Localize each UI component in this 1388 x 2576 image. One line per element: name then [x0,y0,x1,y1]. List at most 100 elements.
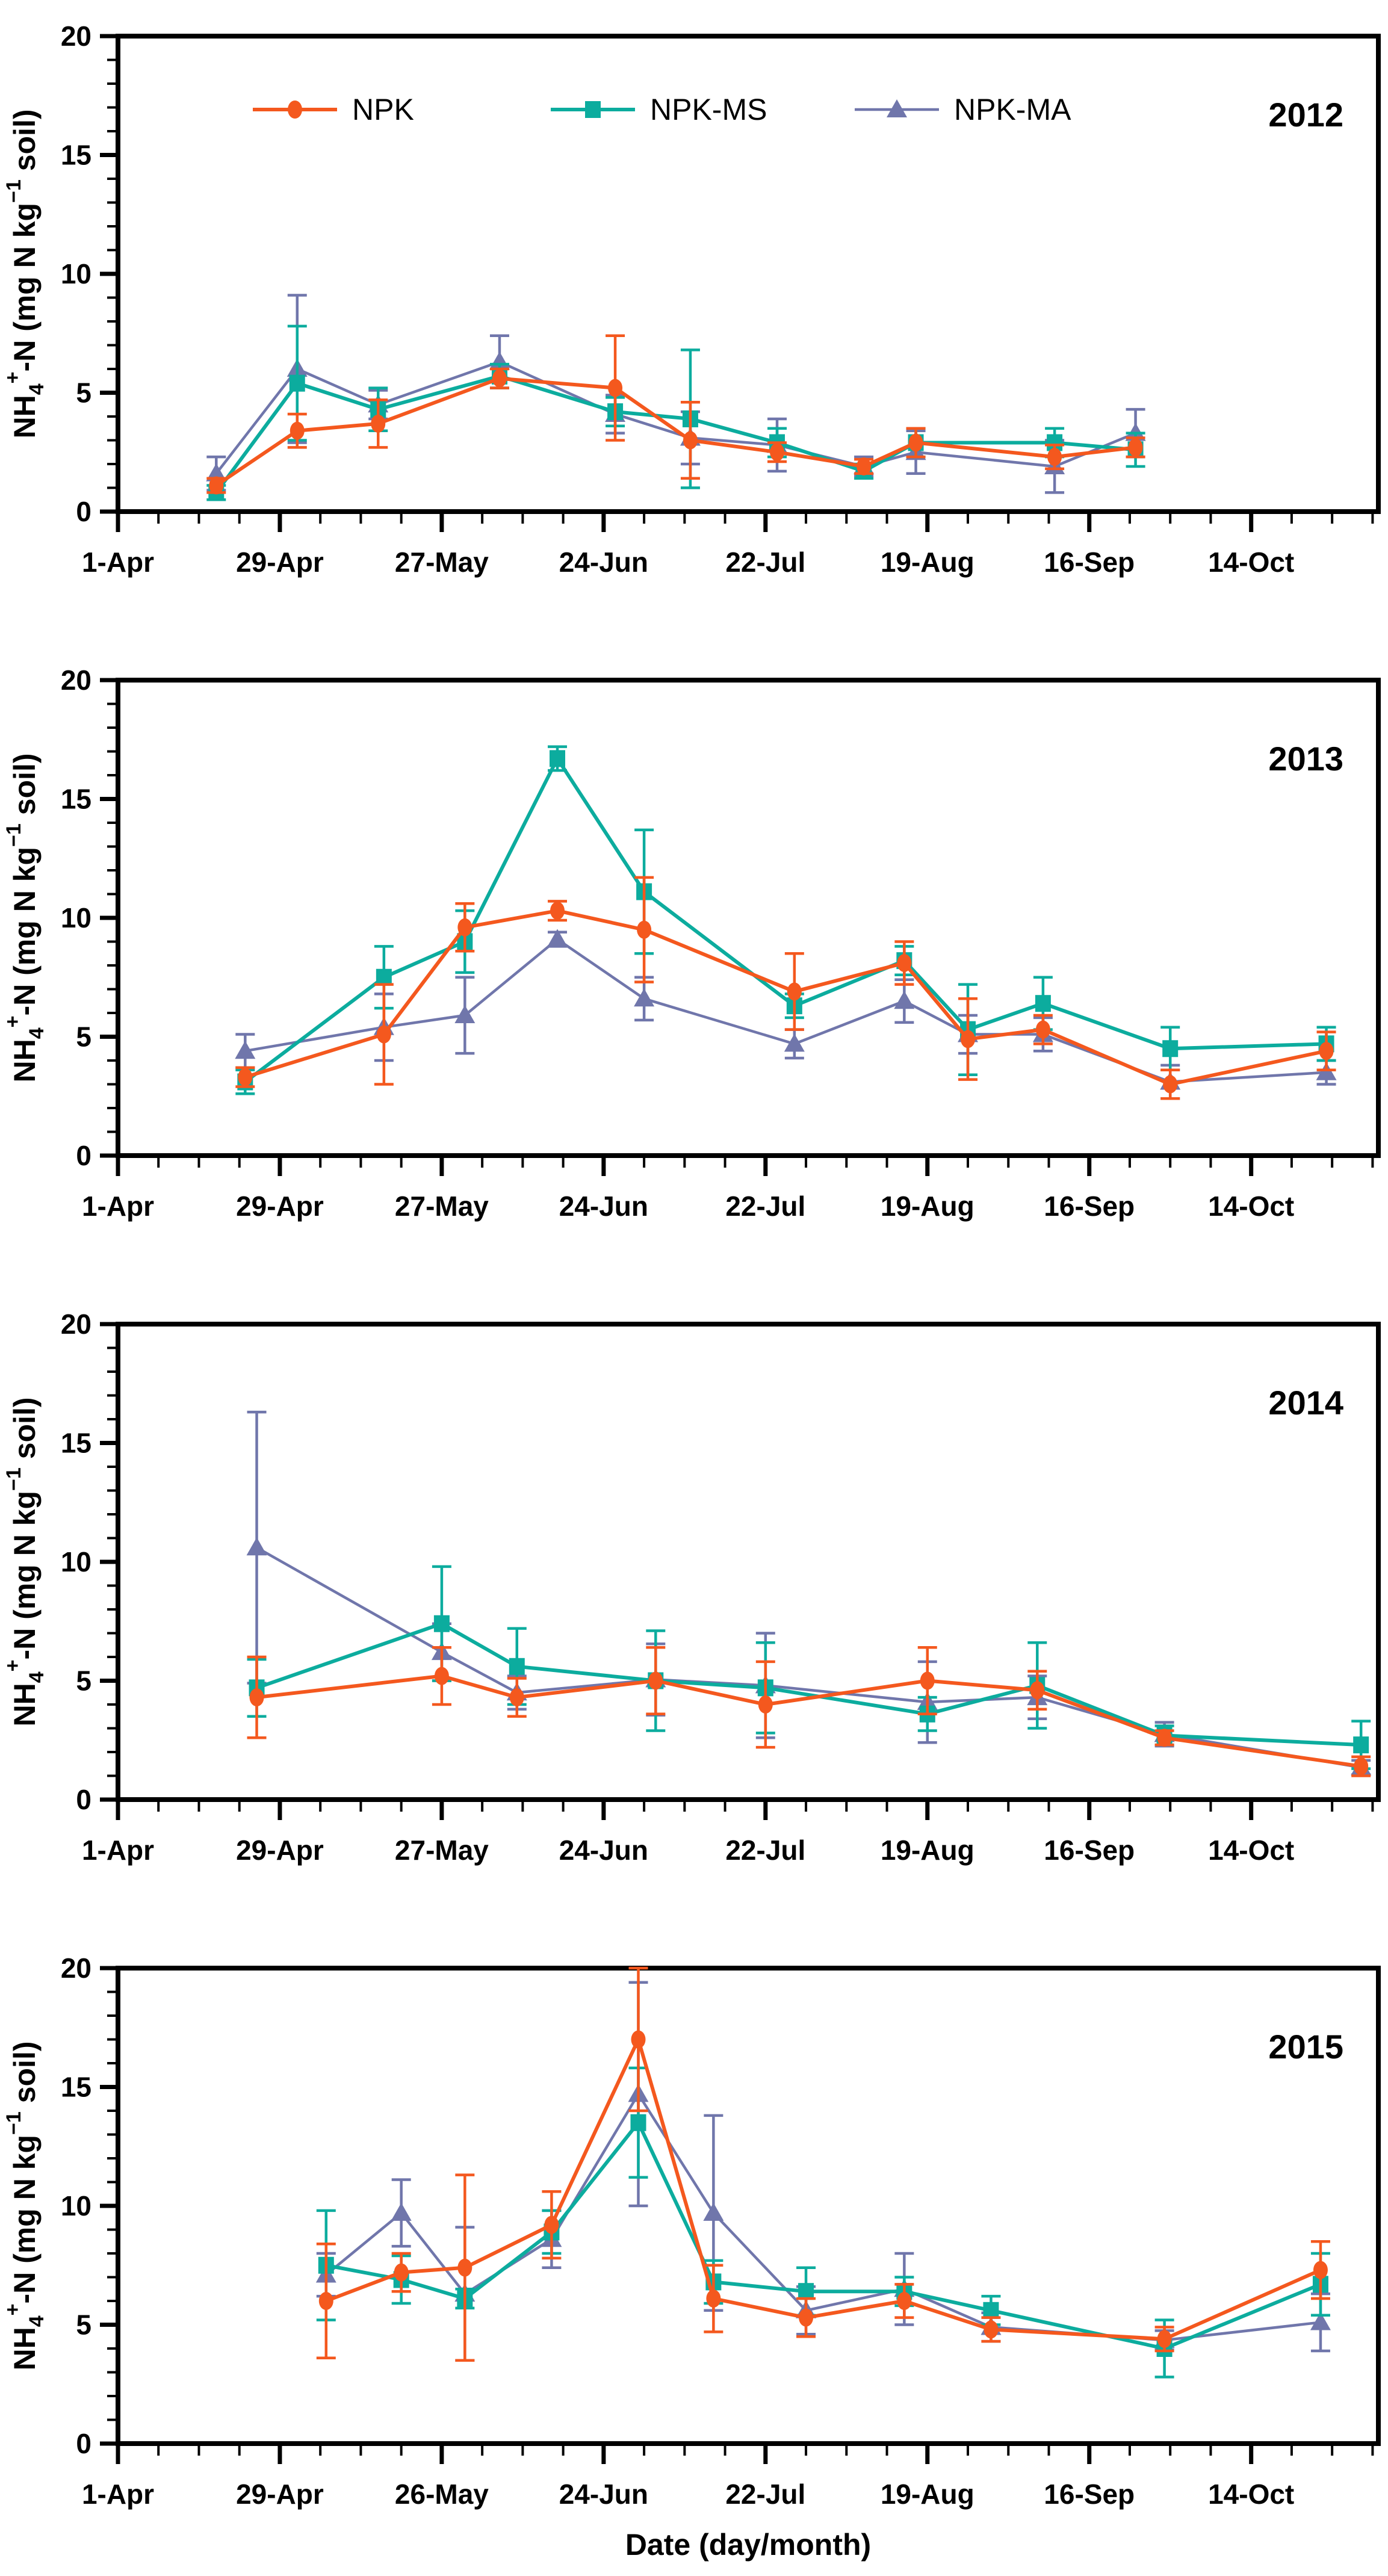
series-NPK-marker [648,1671,663,1690]
series-NPK-MA-line [325,2093,1321,2342]
legend-marker-NPK-MA [887,99,907,117]
panel-2014: 0 5 10 15 20 1-Apr 29-Apr 27-May 24-Jun 22-Jul 19-… [0,1288,1388,1932]
series-NPK-marker [908,433,923,452]
series-NPK-MS-marker [1353,1736,1369,1754]
series-NPK-marker [457,918,472,937]
series-NPK-MA-marker [784,1033,805,1052]
x-tick-label: 19-Aug [881,1190,974,1222]
x-tick-label: 1-Apr [82,1834,154,1866]
series-NPK-marker [238,1068,253,1086]
series-NPK-marker [394,2263,409,2282]
series-NPK-marker [1313,2261,1328,2279]
series-NPK-line [325,2037,1322,2341]
series-NPK-marker [376,1025,391,1044]
x-tick-label: 1-Apr [82,546,154,578]
y-tick-label: 0 [76,2428,91,2459]
year-label: 2012 [1268,96,1343,134]
chart-2015: 0 5 10 15 20 1-Apr 29-Apr 26-May 24-Jun 22-Jul 19-… [1,1952,1381,2562]
series-NPK-MS-line [244,757,1327,1083]
chart-2012: 0 5 10 15 20 1-Apr 29-Apr 27-May 24-Jun 22-Jul 19-… [1,20,1381,578]
series-NPK-marker [1030,1681,1045,1700]
series-NPK-MA-marker [454,1005,476,1023]
series-NPK-MS-marker [983,2302,999,2319]
series-NPK-marker [1157,1729,1172,1747]
series-NPK-marker [544,2215,559,2234]
y-axis: 0 5 10 15 20 [61,1952,118,2459]
x-axis: 1-Apr 29-Apr 27-May 24-Jun 22-Jul 19-Aug 16-Se… [82,512,1374,578]
series-NPK-marker [897,954,912,973]
series-NPK-marker [318,2292,333,2310]
y-tick-label: 0 [76,1784,91,1815]
x-tick-label: 14-Oct [1208,1190,1294,1222]
y-axis-title: NH4+-N (mg N kg−1 soil) [1,2042,48,2371]
series-NPK-MS [247,1565,1371,1770]
x-tick-label: 24-Jun [559,546,648,578]
series-NPK-MA-marker [547,929,568,947]
y-tick-label: 5 [76,1021,91,1053]
series-NPK-MA-marker [894,991,915,1009]
y-tick-label: 15 [61,140,91,171]
series-NPK-MA-line [256,1546,1362,1769]
x-tick-label: 16-Sep [1044,1190,1135,1222]
legend: NPK NPK-MS NPK-MA [253,93,1071,126]
series-NPK-MS-marker [550,750,566,767]
series-NPK-MA-marker [1310,2312,1331,2330]
y-tick-label: 15 [61,1428,91,1459]
x-tick-label: 22-Jul [725,546,805,578]
y-axis: 0 5 10 15 20 [61,1308,118,1815]
series-NPK-MA-marker [634,988,655,1007]
series-NPK-MA-marker [206,463,227,481]
x-tick-label: 24-Jun [559,1834,648,1866]
x-tick-label: 1-Apr [82,1190,154,1222]
year-label: 2014 [1268,1384,1343,1422]
x-tick-label: 19-Aug [881,2478,974,2510]
series-NPK-marker [637,920,652,939]
series-NPK-marker [457,2258,472,2277]
series-NPK-marker [1128,438,1143,457]
series-NPK-marker [1047,448,1062,466]
series-NPK-marker [857,457,872,475]
y-tick-label: 0 [76,496,91,527]
series-NPK [316,1966,1330,2362]
series-NPK-MA-line [244,938,1327,1083]
x-tick-label: 22-Jul [725,2478,805,2510]
panel-2012: 0 5 10 15 20 1-Apr 29-Apr 27-May 24-Jun 22-Jul 19-… [0,0,1388,644]
y-tick-label: 20 [61,1308,91,1340]
series-NPK-marker [434,1667,449,1685]
y-tick-label: 0 [76,1140,91,1171]
y-axis: 0 5 10 15 20 [61,664,118,1171]
series-NPK-marker [920,1671,935,1690]
x-tick-label: 22-Jul [725,1834,805,1866]
series-NPK-MA-marker [246,1537,267,1556]
series-NPK-marker [371,414,386,433]
series-NPK-marker [961,1030,976,1048]
legend-label-NPK-MS: NPK-MS [650,93,767,126]
x-tick-label: 29-Apr [236,546,324,578]
series-NPK-marker [631,2030,646,2049]
plot-box [116,678,1381,1158]
legend-label-NPK: NPK [352,93,414,126]
x-tick-label: 14-Oct [1208,2478,1294,2510]
series-NPK-marker [509,1688,524,1707]
year-label: 2015 [1268,2028,1343,2066]
series-NPK-MS-marker [433,1615,450,1632]
x-tick-label: 19-Aug [881,1834,974,1866]
y-tick-label: 15 [61,2072,91,2103]
year-label: 2013 [1268,740,1343,778]
series-NPK-marker [758,1695,773,1714]
y-tick-label: 5 [76,2309,91,2341]
y-axis: 0 5 10 15 20 [61,20,118,527]
series-NPK-marker [984,2320,999,2339]
y-tick-label: 15 [61,784,91,815]
chart-2014: 0 5 10 15 20 1-Apr 29-Apr 27-May 24-Jun 22-Jul 19-… [1,1308,1381,1866]
x-axis: 1-Apr 29-Apr 27-May 24-Jun 22-Jul 19-Aug 16-Se… [82,1156,1374,1222]
x-tick-label: 26-May [395,2478,489,2510]
x-tick-label: 14-Oct [1208,546,1294,578]
y-axis-title: NH4+-N (mg N kg−1 soil) [1,110,48,439]
series-NPK-MA-marker [235,1041,256,1059]
series-NPK-marker [770,443,785,462]
x-tick-label: 19-Aug [881,546,974,578]
x-tick-label: 29-Apr [236,1834,324,1866]
series-NPK-marker [787,982,802,1001]
